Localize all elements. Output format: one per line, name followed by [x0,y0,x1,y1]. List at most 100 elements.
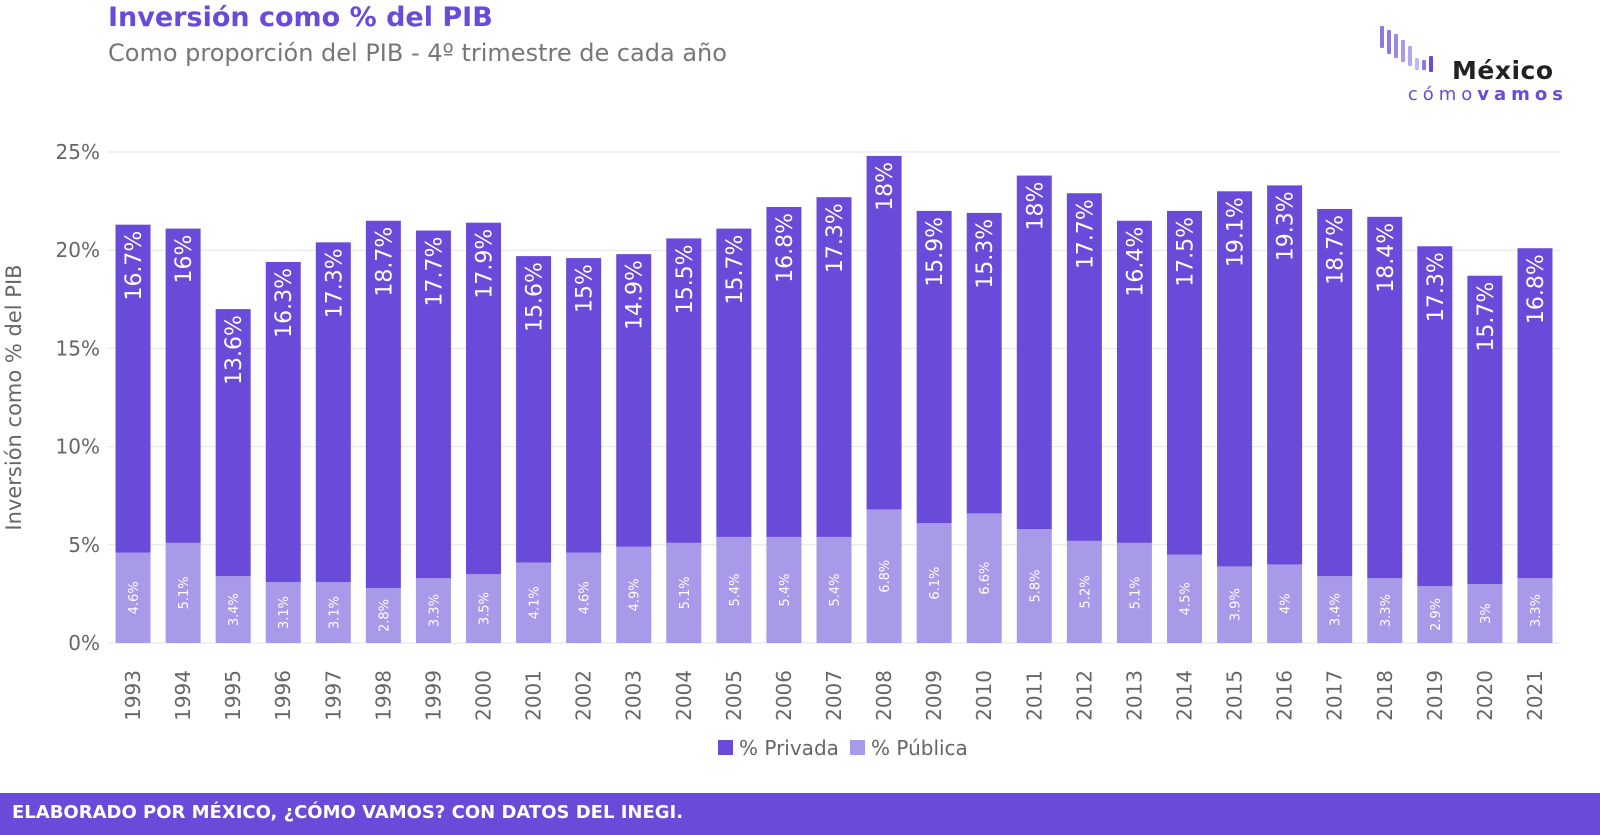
bar-publica [265,582,301,643]
data-label-privada: 18% [873,162,898,211]
bar-privada [1367,216,1403,579]
data-label-privada: 17.3% [823,203,848,273]
bar-publica [1217,566,1253,643]
data-label-publica: 5.8% [1028,570,1043,603]
bar-privada [365,220,401,589]
data-label-publica: 6.1% [928,567,943,600]
bar-publica [466,574,502,643]
legend-swatch [850,740,865,755]
x-tick-label: 2014 [1172,670,1196,721]
bar-publica [315,582,351,643]
data-label-privada: 18.4% [1374,223,1399,293]
bar-publica [1417,586,1453,643]
data-label-privada: 18.7% [372,227,397,297]
logo-wordmark: México [1452,56,1554,85]
data-label-privada: 16.3% [272,268,297,338]
data-label-privada: 18% [1023,182,1048,231]
bar-privada [1517,248,1553,579]
x-tick-label: 2000 [472,670,496,721]
bar-publica [1517,578,1553,643]
bar-privada [1066,193,1102,541]
y-tick-label: 0% [68,631,100,655]
data-label-publica: 4.1% [528,586,543,619]
x-tick-label: 2015 [1223,670,1247,721]
data-label-privada: 19.1% [1224,197,1249,267]
x-tick-label: 2020 [1473,670,1497,721]
data-label-publica: 3% [1479,603,1494,624]
bar-publica [365,588,401,643]
bar-privada [816,197,852,537]
footer-credit: ELABORADO POR MÉXICO, ¿CÓMO VAMOS? CON D… [0,793,1600,835]
bar-publica [115,552,151,643]
x-tick-label: 2010 [972,670,996,721]
data-label-publica: 3.3% [427,594,442,627]
data-label-publica: 3.3% [1379,594,1394,627]
bar-privada [315,242,351,583]
x-tick-label: 2002 [572,670,596,721]
bar-privada [165,228,201,543]
data-label-publica: 5.4% [828,573,843,606]
data-label-publica: 5.2% [1078,575,1093,608]
bar-privada [466,222,502,575]
data-label-privada: 16.4% [1123,227,1148,297]
bar-publica [716,536,752,643]
x-tick-label: 2003 [622,670,646,721]
x-tick-label: 2006 [772,670,796,721]
x-tick-label: 2009 [922,670,946,721]
x-tick-label: 2011 [1022,670,1046,721]
bar-publica [1267,564,1303,643]
logo-tagline: cómovamos [1407,84,1568,105]
logo-bars-icon [1380,26,1450,86]
x-tick-label: 2019 [1423,670,1447,721]
data-label-privada: 17.7% [422,237,447,307]
data-label-privada: 15% [573,264,598,313]
bar-publica [165,542,201,643]
bar-publica [516,562,552,643]
bar-publica [766,536,802,643]
y-tick-label: 25% [56,140,100,164]
chart-subtitle: Como proporción del PIB - 4º trimestre d… [108,39,727,67]
bar-privada [115,224,151,553]
chart-title: Inversión como % del PIB [108,2,493,33]
stacked-bar-chart: 16.7% 4.6% 16% 5.1% 13.6% 3.4% 16.3% 3.1% 17.3% 3… [2,140,1560,760]
x-tick-label: 2013 [1122,670,1146,721]
data-label-publica: 4.6% [578,581,593,614]
bar-privada [866,155,902,510]
data-label-privada: 17.7% [1073,199,1098,269]
bar-publica [1016,529,1052,643]
data-label-publica: 4.9% [628,578,643,611]
bar-privada [1016,175,1052,530]
data-label-publica: 3.4% [1329,593,1344,626]
data-label-publica: 3.9% [1229,588,1244,621]
bar-privada [616,254,652,547]
data-label-publica: 6.6% [978,562,993,595]
bar-privada [1267,185,1303,565]
data-label-privada: 15.7% [723,235,748,305]
data-label-privada: 13.6% [222,315,247,385]
x-tick-label: 1996 [271,670,295,721]
data-label-privada: 17.9% [473,229,498,299]
y-tick-label: 10% [56,435,100,459]
x-tick-label: 2007 [822,670,846,721]
legend-label: % Pública [871,736,968,760]
bar-privada [716,228,752,537]
y-tick-label: 20% [56,238,100,262]
data-label-publica: 5.1% [177,576,192,609]
data-label-publica: 4.5% [1178,582,1193,615]
bar-publica [666,542,702,643]
bar-publica [1066,540,1102,643]
bar-publica [816,536,852,643]
data-label-publica: 4.6% [127,581,142,614]
y-tick-label: 15% [56,336,100,360]
bar-privada [1217,191,1253,567]
data-label-publica: 2.8% [377,599,392,632]
bar-privada [1116,220,1152,543]
data-label-publica: 5.4% [728,573,743,606]
bar-publica [415,578,451,643]
data-label-privada: 15.7% [1474,282,1499,352]
brand-logo: México cómovamos [1380,26,1570,106]
bar-privada [415,230,451,579]
bar-publica [866,509,902,643]
x-tick-label: 2016 [1273,670,1297,721]
bar-publica [916,523,952,643]
